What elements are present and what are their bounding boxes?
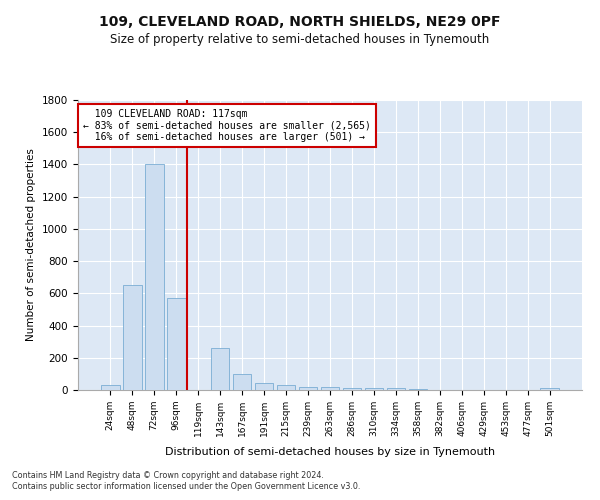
Bar xyxy=(386,388,405,390)
Bar xyxy=(211,348,229,390)
Bar xyxy=(320,387,340,390)
Text: 109 CLEVELAND ROAD: 117sqm
← 83% of semi-detached houses are smaller (2,565)
  1: 109 CLEVELAND ROAD: 117sqm ← 83% of semi… xyxy=(83,108,371,142)
Bar xyxy=(167,298,185,390)
Y-axis label: Number of semi-detached properties: Number of semi-detached properties xyxy=(26,148,37,342)
Bar xyxy=(299,387,317,390)
Bar xyxy=(343,388,361,390)
Bar xyxy=(255,383,274,390)
Bar xyxy=(233,374,251,390)
X-axis label: Distribution of semi-detached houses by size in Tynemouth: Distribution of semi-detached houses by … xyxy=(165,447,495,457)
Bar xyxy=(145,164,164,390)
Bar xyxy=(277,385,295,390)
Bar xyxy=(123,286,142,390)
Text: Size of property relative to semi-detached houses in Tynemouth: Size of property relative to semi-detach… xyxy=(110,32,490,46)
Text: 109, CLEVELAND ROAD, NORTH SHIELDS, NE29 0PF: 109, CLEVELAND ROAD, NORTH SHIELDS, NE29… xyxy=(99,15,501,29)
Bar xyxy=(541,388,559,390)
Text: Contains HM Land Registry data © Crown copyright and database right 2024.: Contains HM Land Registry data © Crown c… xyxy=(12,470,324,480)
Bar xyxy=(365,388,383,390)
Text: Contains public sector information licensed under the Open Government Licence v3: Contains public sector information licen… xyxy=(12,482,361,491)
Bar xyxy=(101,385,119,390)
Bar xyxy=(409,389,427,390)
